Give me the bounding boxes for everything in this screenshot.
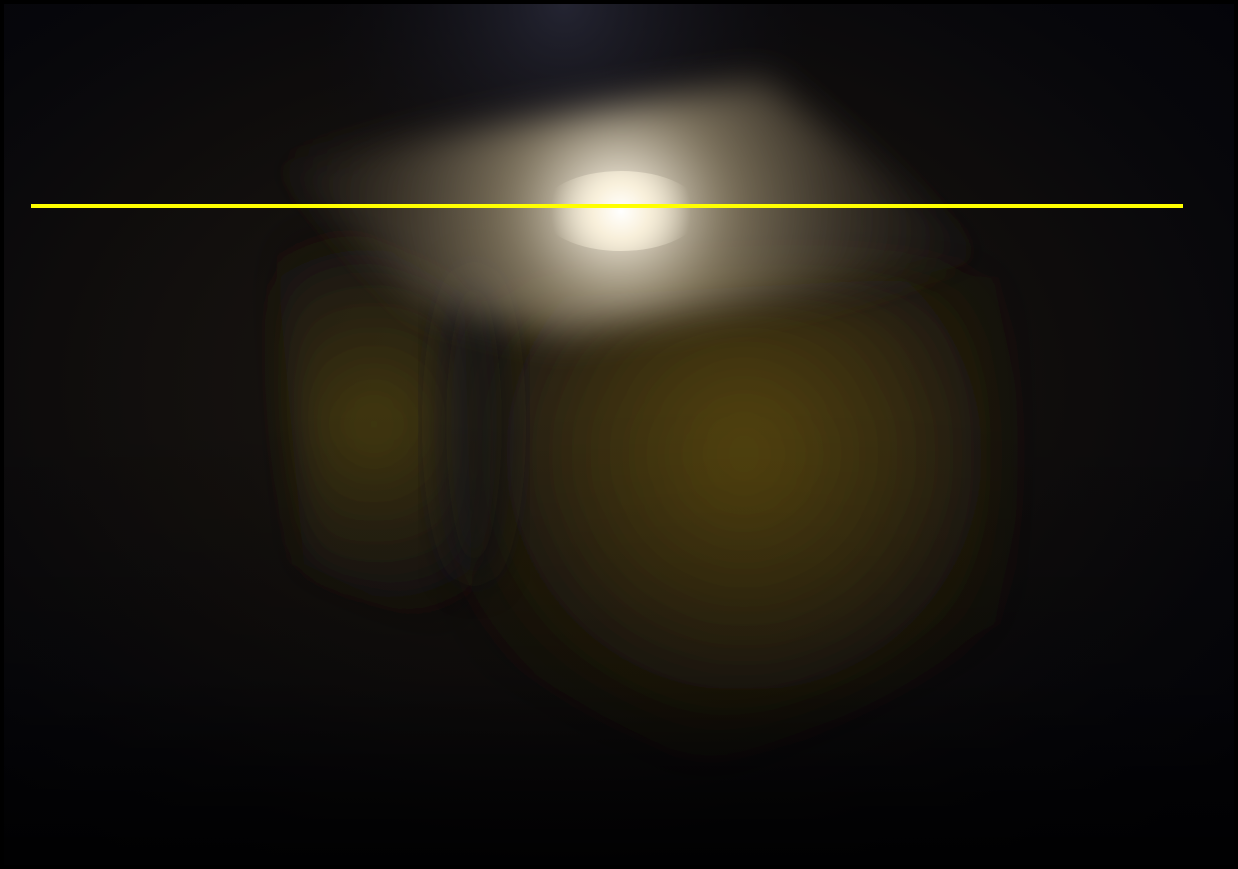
bottom-vignette <box>4 404 1234 865</box>
light-hotspot <box>541 171 701 251</box>
laser-line <box>31 204 1183 208</box>
photo-scene <box>4 4 1234 865</box>
scene-illustration <box>4 4 1234 865</box>
